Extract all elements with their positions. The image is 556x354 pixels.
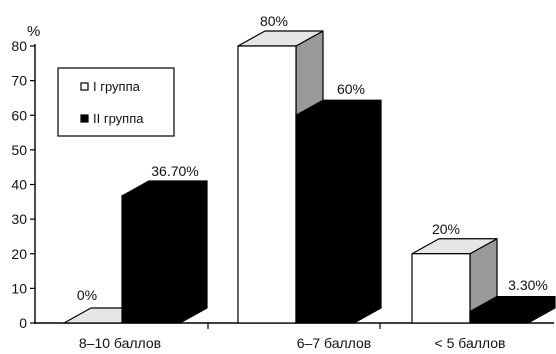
y-tick-label: 80 <box>11 38 27 54</box>
x-tick-label: < 5 баллов <box>435 335 506 351</box>
bar <box>469 295 556 324</box>
bar <box>295 99 382 324</box>
bar-front-face <box>237 45 297 324</box>
axes: 0 10 20 30 40 50 60 70 80% 8–10 баллов 6–7 баллов <… <box>11 23 554 351</box>
x-tick-label: 6–7 баллов <box>297 335 371 351</box>
data-label: 80% <box>260 13 288 29</box>
bar-side-face <box>353 99 382 324</box>
y-tick-label: 10 <box>11 280 27 296</box>
y-tick-label: 0 <box>19 315 27 331</box>
y-tick-label: 40 <box>11 177 27 193</box>
bar-front-face <box>469 310 529 324</box>
y-tick-label: 30 <box>11 211 27 227</box>
legend-label: II группа <box>93 111 144 126</box>
legend-swatch <box>80 82 89 91</box>
legend-label: I группа <box>93 79 141 94</box>
data-label: 36.70% <box>151 163 198 179</box>
y-tick-label: 70 <box>11 73 27 89</box>
y-tick-label: 50 <box>11 142 27 158</box>
y-axis-label: % <box>27 23 40 40</box>
bar-side-face <box>179 180 208 324</box>
bar-front-face <box>411 253 471 324</box>
data-label: 20% <box>432 221 460 237</box>
bars <box>63 30 556 324</box>
x-tick-label: 8–10 баллов <box>79 335 161 351</box>
bar-front-face <box>295 114 355 324</box>
legend: I группа II группа <box>57 67 175 137</box>
y-tick-label: 60 <box>11 107 27 123</box>
legend-box <box>57 67 175 137</box>
bar <box>121 180 208 324</box>
data-label: 60% <box>337 81 365 97</box>
data-label: 3.30% <box>508 277 548 293</box>
legend-swatch <box>80 114 89 123</box>
data-label: 0% <box>77 287 97 303</box>
bar-front-face <box>121 195 181 324</box>
data-labels: 0% 80% 20% 36.70% 60% 3.30% <box>77 13 548 303</box>
y-tick-label: 20 <box>11 246 27 262</box>
